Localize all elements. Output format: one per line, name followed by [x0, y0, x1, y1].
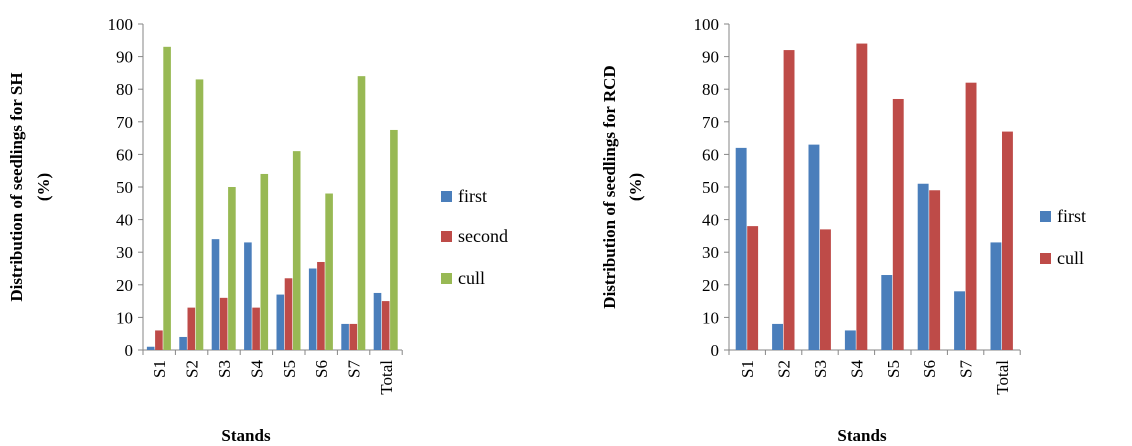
bar-cull-S3: [820, 229, 831, 350]
bar-first-S7: [341, 323, 349, 350]
y-tick-label: 40: [116, 211, 133, 230]
bar-second-S3: [219, 297, 228, 350]
bar-second-S4: [252, 307, 260, 350]
bar-cull-S3: [228, 187, 236, 350]
y-tick-label: 100: [108, 15, 134, 34]
bar-first-S1: [735, 147, 747, 350]
y-tick-label: 80: [116, 80, 133, 99]
x-tick-label: S5: [884, 360, 903, 378]
x-tick-label: Total: [993, 360, 1012, 395]
chart-2: 0 10 20 30 40 50 60 70 80 90 100 S1 S2 S3 S4 S5 S6 S7 Tota…: [600, 15, 1086, 445]
y-axis-title-line-1: Distribution of seedlings for RCD: [600, 65, 619, 308]
legend-swatch-second: [441, 231, 452, 242]
bar-cull-S2: [195, 79, 204, 351]
bar-cull-Total: [1002, 131, 1013, 350]
bar-first-S5: [881, 275, 893, 350]
bar-first-S3: [211, 239, 220, 350]
bar-first-S7: [954, 291, 965, 350]
x-axis-title: Stands: [837, 426, 887, 445]
legend-swatch-cull: [441, 273, 452, 284]
x-tick-label: S5: [280, 360, 299, 378]
legend: first second cull: [441, 186, 508, 288]
bar-cull-S7: [357, 76, 366, 350]
x-tick-label: S6: [312, 360, 331, 378]
y-tick-label: 30: [702, 243, 719, 262]
y-tick-label: 20: [702, 276, 719, 295]
x-tick-label: S1: [150, 360, 169, 378]
legend: first cull: [1040, 206, 1086, 268]
bar-second-S2: [187, 307, 196, 350]
x-tick-label: Total: [377, 360, 396, 395]
bar-first-S1: [146, 346, 155, 350]
y-tick-label: 60: [116, 145, 133, 164]
y-tick-label: 70: [702, 113, 719, 132]
y-tick-label: 50: [116, 178, 133, 197]
y-tick-label: 10: [702, 308, 719, 327]
y-axis-title-line-2: (%): [626, 173, 645, 201]
y-tick-label: 20: [116, 276, 133, 295]
bar-cull-S7: [965, 82, 977, 351]
y-tick-label: 50: [702, 178, 719, 197]
bar-cull-S6: [929, 190, 941, 350]
bar-cull-S4: [260, 173, 269, 350]
bar-first-S2: [179, 336, 187, 350]
x-tick-label: S3: [811, 360, 830, 378]
legend-label-second: second: [458, 226, 508, 246]
x-tick-label: S4: [247, 360, 266, 378]
y-tick-label: 60: [702, 145, 719, 164]
legend-label-cull: cull: [1057, 248, 1084, 268]
x-tick-label: S2: [183, 360, 202, 378]
x-tick-label: S6: [920, 360, 939, 378]
x-tick-label: S7: [345, 360, 364, 378]
bar-first-S6: [917, 183, 929, 350]
bar-first-Total: [990, 242, 1002, 350]
y-tick-label: 40: [702, 211, 719, 230]
bar-cull-Total: [390, 129, 398, 350]
bar-first-S6: [308, 268, 317, 350]
bar-cull-S5: [292, 151, 301, 350]
y-tick-label: 10: [116, 308, 133, 327]
legend-label-cull: cull: [458, 268, 485, 288]
legend-swatch-first: [441, 191, 452, 202]
bar-first-S3: [808, 144, 820, 350]
x-tick-label: S4: [847, 360, 866, 378]
bar-first-S5: [276, 294, 285, 350]
legend-swatch-first: [1040, 211, 1051, 222]
x-tick-label: S7: [957, 360, 976, 378]
bar-first-S2: [772, 323, 783, 350]
y-tick-label: 100: [694, 15, 720, 34]
bar-cull-S1: [747, 226, 759, 350]
bar-cull-S1: [163, 46, 171, 350]
legend-label-first: first: [458, 186, 487, 206]
bar-first-Total: [373, 292, 382, 350]
bar-second-S5: [284, 278, 293, 350]
x-tick-label: S3: [215, 360, 234, 378]
y-tick-label: 70: [116, 113, 133, 132]
legend-swatch-cull: [1040, 253, 1051, 264]
y-axis-title-line-1: Distribution of seedlings for SH: [7, 72, 26, 301]
bar-second-S7: [349, 323, 358, 350]
bar-cull-S5: [892, 98, 904, 350]
bar-cull-S2: [783, 50, 795, 351]
x-tick-label: S2: [775, 360, 794, 378]
bar-second-S6: [317, 261, 325, 350]
x-tick-label: S1: [738, 360, 757, 378]
y-tick-label: 0: [711, 341, 720, 360]
bar-second-Total: [381, 301, 390, 350]
x-axis-title: Stands: [221, 426, 271, 445]
bar-first-S4: [244, 242, 252, 350]
chart-1: 0 10 20 30 40 50 60 70 80 90 100 S1 S2 S3 S4 S5 S6 S7 Tota…: [7, 15, 508, 445]
bar-first-S4: [844, 330, 856, 350]
legend-label-first: first: [1057, 206, 1086, 226]
y-tick-label: 80: [702, 80, 719, 99]
y-axis-title-line-2: (%): [34, 173, 53, 201]
bar-second-S1: [155, 330, 163, 350]
y-tick-label: 90: [702, 48, 719, 67]
y-tick-label: 30: [116, 243, 133, 262]
y-tick-label: 0: [125, 341, 134, 360]
bar-cull-S4: [856, 43, 868, 351]
bar-cull-S6: [325, 193, 333, 350]
y-tick-label: 90: [116, 48, 133, 67]
